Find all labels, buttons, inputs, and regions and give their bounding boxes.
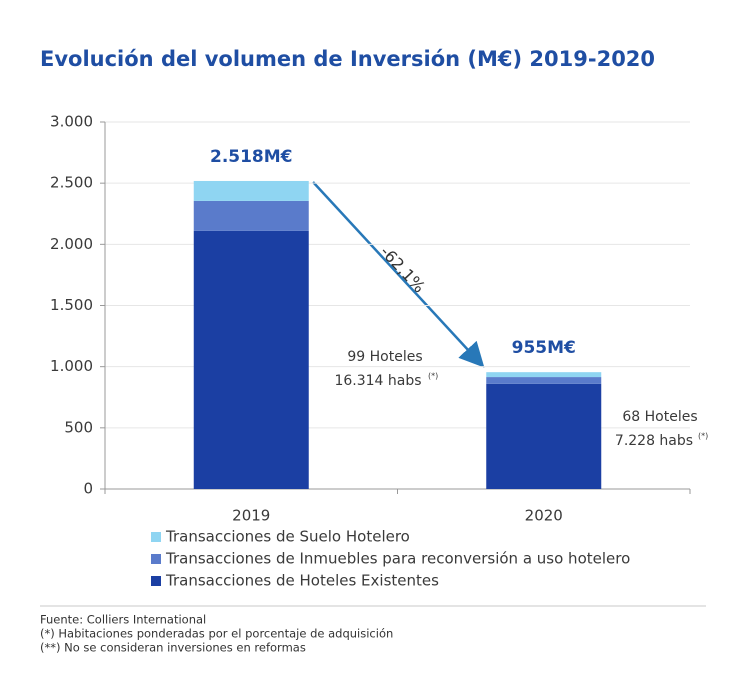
change-arrow (312, 181, 485, 368)
legend-swatch (151, 576, 161, 586)
footnote: Fuente: Colliers International (40, 613, 206, 627)
change-label: -62,1% (376, 242, 429, 296)
y-tick-label: 500 (64, 418, 93, 436)
y-tick-label: 1.500 (50, 296, 93, 314)
note-rooms: 16.314 habs (334, 373, 421, 389)
y-tick-label: 2.000 (50, 235, 93, 253)
bar-segment (193, 200, 309, 231)
legend-label: Transacciones de Inmuebles para reconver… (165, 550, 630, 568)
total-label: 2.518M€ (210, 147, 293, 167)
note-mark: (*) (428, 372, 438, 381)
bar-segment (486, 377, 602, 384)
bar-segment (486, 372, 602, 378)
note-mark: (*) (698, 432, 708, 441)
note-rooms: 7.228 habs (615, 433, 693, 449)
footnote: (*) Habitaciones ponderadas por el porce… (40, 627, 393, 641)
legend-label: Transacciones de Hoteles Existentes (165, 572, 439, 590)
note-hotels: 99 Hoteles (347, 349, 422, 365)
chart-title: Evolución del volumen de Inversión (M€) … (40, 47, 655, 71)
note-hotels: 68 Hoteles (622, 409, 697, 425)
y-tick-label: 2.500 (50, 174, 93, 192)
x-tick-label: 2019 (232, 507, 270, 525)
total-label: 955M€ (512, 338, 576, 358)
y-tick-label: 0 (83, 480, 93, 498)
y-tick-label: 1.000 (50, 357, 93, 375)
legend-swatch (151, 554, 161, 564)
bar-segment (193, 230, 309, 490)
bar-segment (486, 383, 602, 489)
legend-swatch (151, 532, 161, 542)
bar-segment (193, 180, 309, 201)
footnote: (**) No se consideran inversiones en ref… (40, 641, 306, 655)
y-tick-label: 3.000 (50, 113, 93, 131)
x-tick-label: 2020 (525, 507, 563, 525)
legend-label: Transacciones de Suelo Hotelero (165, 528, 410, 546)
